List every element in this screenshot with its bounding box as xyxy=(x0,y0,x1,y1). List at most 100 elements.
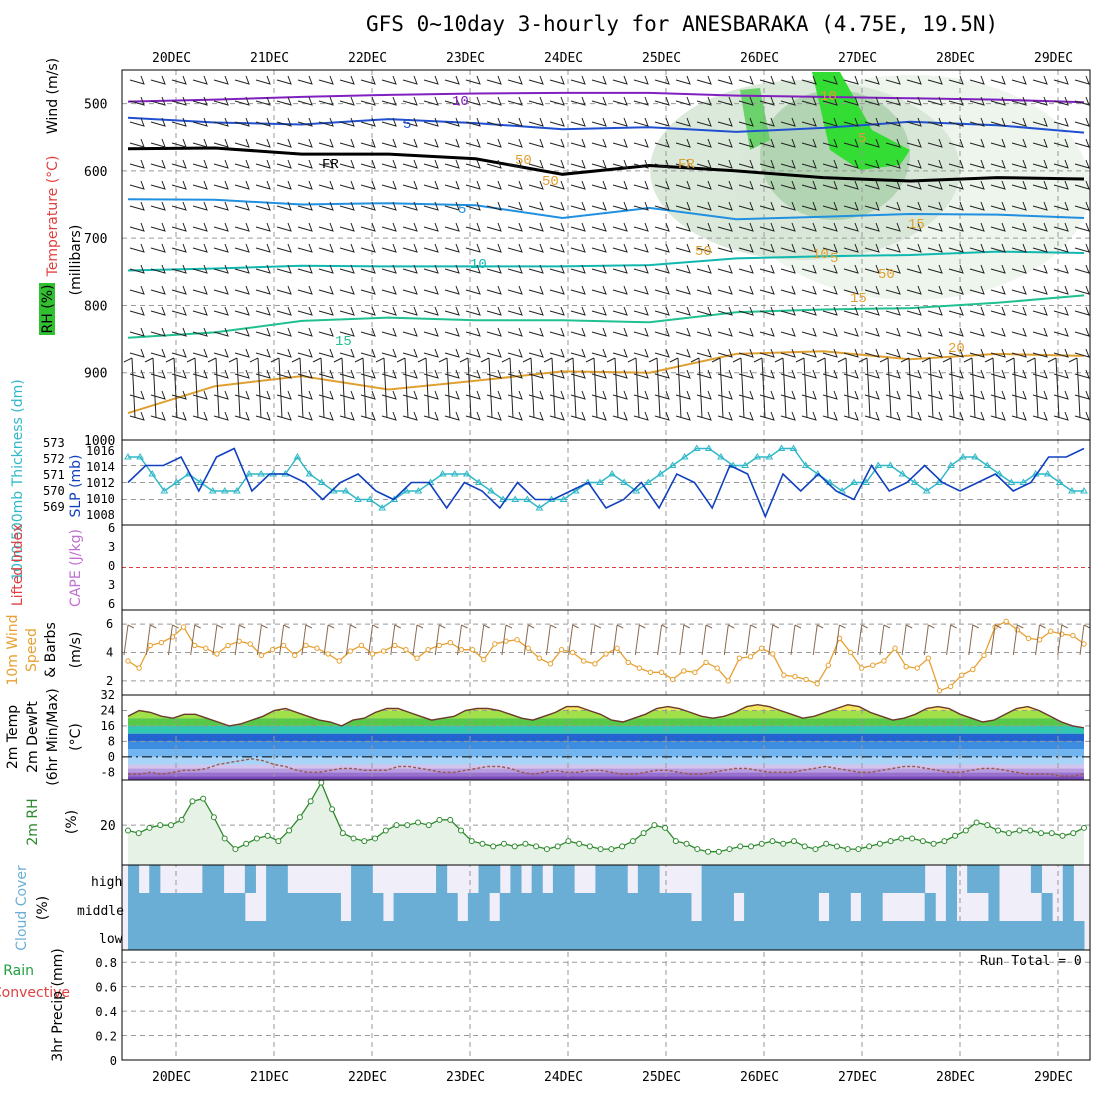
thickness-marker xyxy=(233,487,241,494)
wind-barb xyxy=(129,75,145,85)
wind-barb-10m xyxy=(790,624,802,656)
wind-barb xyxy=(354,357,367,419)
rh-marker xyxy=(833,843,840,850)
wind-barb xyxy=(1053,348,1069,358)
wind-barb xyxy=(549,411,565,421)
wind-speed-marker xyxy=(547,661,554,667)
cloud-bar-middle xyxy=(404,893,416,921)
wind-barb xyxy=(255,327,271,337)
cloud-units-label: (%) xyxy=(35,896,51,920)
wind-barb xyxy=(381,96,397,106)
thickness-marker xyxy=(910,478,919,485)
wind-barb xyxy=(801,138,817,148)
wind-barb xyxy=(612,285,628,295)
wind-barb xyxy=(129,390,145,400)
thickness-marker xyxy=(947,461,955,468)
wind-barb xyxy=(213,96,229,106)
wind-barb xyxy=(948,201,964,211)
wind-barb xyxy=(1074,243,1090,253)
wind-barb xyxy=(234,411,250,421)
wind-barb xyxy=(948,327,964,337)
wind-barb xyxy=(318,138,334,148)
wind-barb xyxy=(507,327,523,337)
wind-speed-marker xyxy=(147,642,153,649)
lifted-index-label: Lifted Index xyxy=(10,524,26,606)
wind-barb xyxy=(549,117,565,127)
cloud-bar-high xyxy=(892,865,904,893)
wind-speed-marker xyxy=(792,673,798,680)
precip-total-label: Total / Rain xyxy=(0,963,34,979)
wind-barb-10m xyxy=(212,624,224,656)
wind-barb xyxy=(381,369,397,379)
wind-barb xyxy=(423,264,439,274)
wind-barb xyxy=(690,357,703,419)
wind-barb xyxy=(570,117,586,127)
wind-barb xyxy=(423,327,439,337)
wind-barb xyxy=(801,96,817,106)
cloud-bar-middle xyxy=(722,893,734,921)
upper-air-contour xyxy=(127,146,1085,183)
wind-barb xyxy=(255,264,271,274)
wind-barb xyxy=(360,411,376,421)
wind-barb xyxy=(234,159,250,169)
wind-barb xyxy=(276,222,292,232)
wind-barb xyxy=(318,117,334,127)
wind-speed-marker xyxy=(647,669,654,676)
wind-barb xyxy=(486,348,502,358)
wind-barb xyxy=(738,75,754,85)
rh-marker xyxy=(909,835,916,842)
wind-barb xyxy=(612,180,628,190)
wind-barb xyxy=(738,117,754,127)
thickness-marker xyxy=(317,478,326,485)
wind-barb xyxy=(570,264,586,274)
cloud-bar-middle xyxy=(860,893,873,921)
cloud-bar-high xyxy=(839,865,851,893)
wind-barb xyxy=(696,390,712,400)
cloud-bar-high xyxy=(818,865,830,893)
wind-barb xyxy=(570,390,586,400)
wind-barb xyxy=(654,348,670,358)
rh-marker xyxy=(887,838,894,845)
wind-barb xyxy=(276,390,292,400)
wind-barb xyxy=(948,117,964,127)
cloud-bar-low xyxy=(170,921,182,950)
wind-barb xyxy=(255,348,271,358)
date-label-bottom: 26DEC xyxy=(740,1070,779,1085)
wind-barb xyxy=(276,327,292,337)
wind-barb xyxy=(270,357,283,419)
wind-barb xyxy=(654,159,670,169)
wind-barb xyxy=(654,180,670,190)
wind-speed-marker xyxy=(603,651,609,657)
thickness-marker xyxy=(245,470,253,477)
upper-temp-label: Temperature (°C) xyxy=(45,156,61,278)
wind-barb xyxy=(549,243,565,253)
wind-barb xyxy=(1053,411,1069,421)
slp-tick: 1008 xyxy=(86,508,115,522)
wind-barb xyxy=(234,222,250,232)
thickness-marker xyxy=(220,487,229,494)
cloud-bar-low xyxy=(722,921,734,950)
wind-barb-10m xyxy=(923,624,935,656)
thickness-marker xyxy=(257,470,265,477)
wind-barb xyxy=(528,222,544,232)
wind-barb xyxy=(381,348,397,358)
wind-barb xyxy=(633,96,649,106)
wind-barb xyxy=(444,159,460,169)
wind-barb xyxy=(801,306,817,316)
wind-barb xyxy=(150,96,166,106)
wind-speed-marker xyxy=(692,669,698,676)
wind-barb-10m xyxy=(279,624,290,656)
wind-barb xyxy=(192,285,208,295)
wind-barb xyxy=(465,117,481,127)
wind-barb xyxy=(213,390,229,400)
cloud-bar-low xyxy=(467,921,480,950)
rh-marker xyxy=(801,843,808,850)
rh-marker xyxy=(812,846,819,853)
cloud-bar-low xyxy=(807,921,819,950)
wind-barb xyxy=(171,96,187,106)
wind-barb xyxy=(192,348,208,358)
wind-barb xyxy=(360,117,376,127)
contour-label: 50 xyxy=(878,267,895,283)
wind-10m-label: 10m Wind xyxy=(5,614,21,685)
wind-barb xyxy=(906,96,922,106)
